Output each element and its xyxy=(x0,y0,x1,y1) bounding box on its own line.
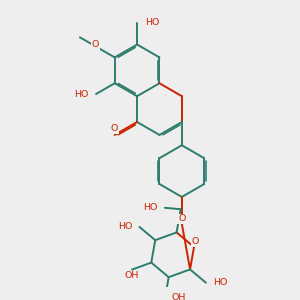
Text: O: O xyxy=(178,214,185,224)
Text: HO: HO xyxy=(213,278,227,287)
Text: O: O xyxy=(92,40,99,49)
Text: OH: OH xyxy=(171,293,186,300)
Text: OH: OH xyxy=(125,272,139,280)
Text: HO: HO xyxy=(74,89,88,98)
Text: HO: HO xyxy=(118,222,132,231)
Text: O: O xyxy=(110,124,118,133)
Text: HO: HO xyxy=(143,203,158,212)
Text: HO: HO xyxy=(145,19,160,28)
Text: O: O xyxy=(192,237,199,246)
